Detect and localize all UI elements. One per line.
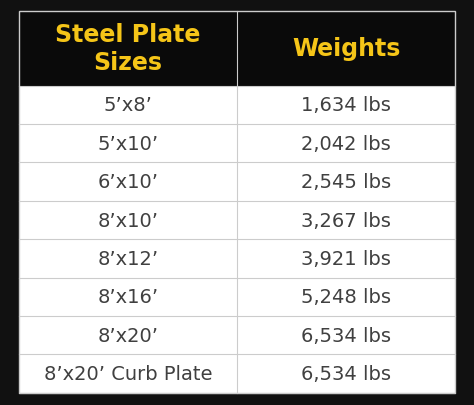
Text: 8’x16’: 8’x16’ xyxy=(98,288,158,307)
Text: 3,921 lbs: 3,921 lbs xyxy=(301,249,391,268)
Text: 8’x20’ Curb Plate: 8’x20’ Curb Plate xyxy=(44,364,212,383)
Bar xyxy=(19,12,455,86)
Text: 2,042 lbs: 2,042 lbs xyxy=(301,134,391,153)
Text: 6’x10’: 6’x10’ xyxy=(98,173,158,192)
Text: 5’x8’: 5’x8’ xyxy=(103,96,153,115)
Text: 8’x20’: 8’x20’ xyxy=(98,326,158,345)
Bar xyxy=(19,240,455,278)
Text: Steel Plate
Sizes: Steel Plate Sizes xyxy=(55,23,201,75)
Bar xyxy=(19,201,455,240)
Text: 5,248 lbs: 5,248 lbs xyxy=(301,288,391,307)
Bar xyxy=(19,354,455,393)
Bar xyxy=(19,125,455,163)
Bar xyxy=(19,163,455,201)
Bar xyxy=(19,316,455,354)
Text: 6,534 lbs: 6,534 lbs xyxy=(301,326,391,345)
Text: 2,545 lbs: 2,545 lbs xyxy=(301,173,391,192)
Text: 8’x10’: 8’x10’ xyxy=(98,211,158,230)
Text: Weights: Weights xyxy=(292,37,400,61)
Text: 3,267 lbs: 3,267 lbs xyxy=(301,211,391,230)
Text: 8’x12’: 8’x12’ xyxy=(98,249,158,268)
Text: 1,634 lbs: 1,634 lbs xyxy=(301,96,391,115)
Bar xyxy=(19,86,455,125)
Bar xyxy=(19,278,455,316)
Text: 5’x10’: 5’x10’ xyxy=(98,134,158,153)
Text: 6,534 lbs: 6,534 lbs xyxy=(301,364,391,383)
